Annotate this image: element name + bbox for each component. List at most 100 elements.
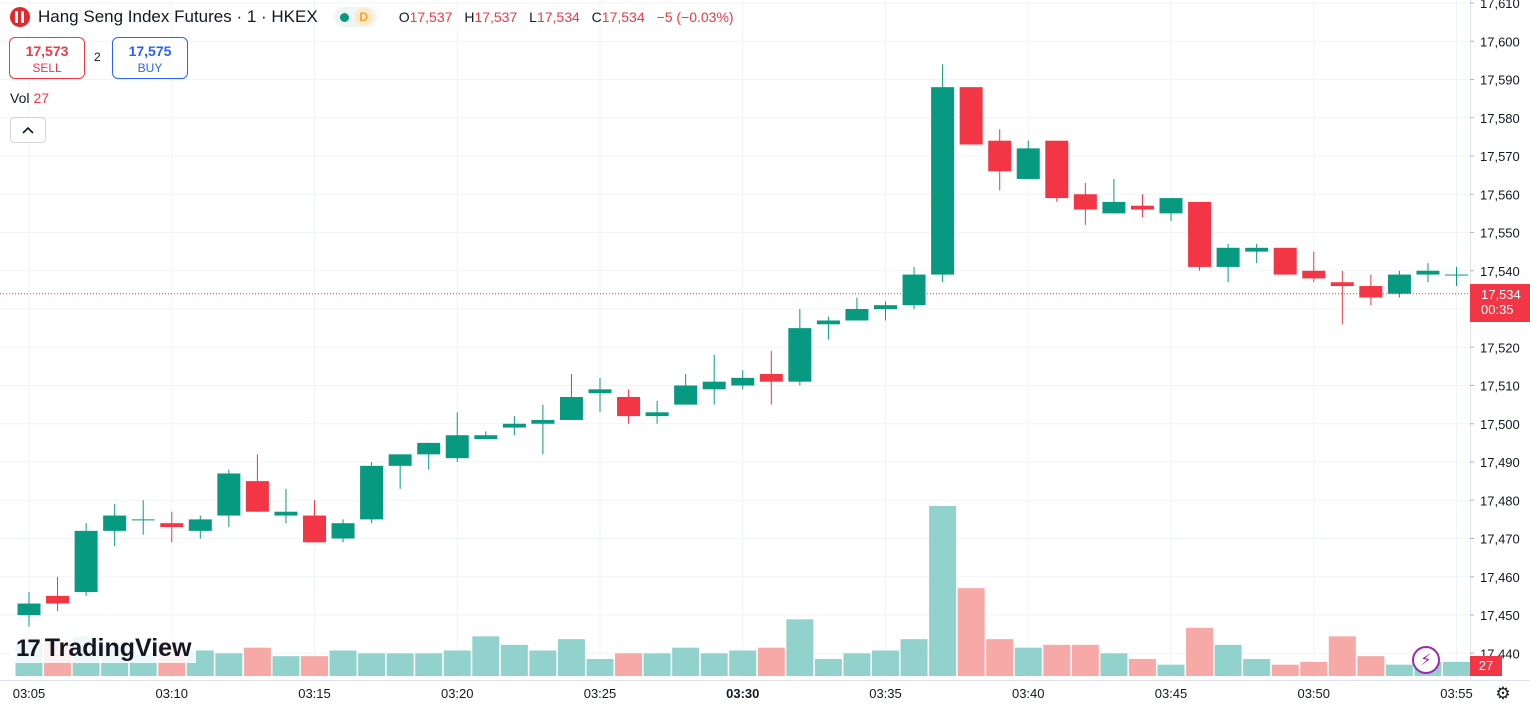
candle-body [1416,270,1440,275]
volume-bar [1357,656,1385,676]
candle-body [988,140,1012,172]
candle-body [874,305,897,309]
volume-bar [272,656,300,676]
sell-label: SELL [32,61,62,75]
volume-legend-value: 27 [33,90,50,106]
price-tick-label: 17,460 [1480,570,1520,585]
buy-label: BUY [137,61,163,75]
volume-bar [700,653,728,676]
settings-gear-icon[interactable]: ⚙ [1495,684,1511,703]
volume-bar [1328,636,1356,676]
tradingview-logo[interactable]: 17 TradingView [12,634,196,663]
bar-countdown: 00:35 [1481,302,1514,317]
buy-button[interactable]: 17,575 BUY [112,37,188,79]
volume-bar [1014,647,1042,676]
volume-bar [500,644,528,676]
price-axis[interactable]: 17,610 17,600 17,590 17,580 17,570 17,560 17,5… [1470,0,1530,705]
price-tick-label: 17,480 [1480,493,1520,508]
volume-bar [672,647,700,676]
candle-body [217,473,241,516]
candle-body [103,515,127,531]
ohlc-open-label: O [398,9,410,25]
candle-body [1245,247,1269,252]
symbol-title[interactable]: Hang Seng Index Futures · 1 · HKEX [38,7,318,26]
candle-body [788,328,812,382]
volume-bar [586,659,614,676]
price-tick-label: 17,610 [1480,0,1520,11]
volume-bar [957,588,985,676]
volume-bar [1157,664,1185,676]
tradingview-mark-icon: 17 [16,634,41,662]
volume-bar [814,659,842,676]
volume-bar [1443,661,1470,676]
volume-bar [1385,664,1413,676]
candle-body [1130,205,1154,210]
volume-bar [529,650,557,676]
candle-body [816,320,840,325]
candle-body [759,374,783,382]
candle-body [1330,282,1354,287]
candle-body [274,511,298,516]
volume-bar [1300,661,1328,676]
volume-bar [443,650,471,676]
delayed-badge: D [354,8,373,26]
volume-bar [1100,653,1128,676]
volume-bar [1071,644,1099,676]
volume-legend-label: Vol [10,90,30,106]
symbol-legend: Hang Seng Index Futures · 1 · HKEX D O17… [10,6,734,28]
time-tick-label: 03:30 [726,686,759,701]
candle-body [1159,198,1183,214]
time-tick-label: 03:10 [155,686,188,701]
spread-value: 2 [94,50,101,64]
candle-body [245,481,269,512]
candle-body [74,530,98,593]
ohlc-low-label: L [529,9,537,25]
market-status[interactable]: D [333,7,377,27]
lightning-icon[interactable]: ⚡ [1412,646,1440,674]
candle-body [160,523,184,528]
price-tick-label: 17,520 [1480,340,1520,355]
volume-bar [843,653,871,676]
candle-body [17,603,41,615]
candle-body [502,423,526,428]
ohlc-open-value: 17,537 [409,9,453,25]
candle-body [645,412,669,417]
ohlc-change: −5 (−0.03%) [656,9,734,25]
candle-body [131,519,155,521]
price-tick-label: 17,540 [1480,264,1520,279]
candle-body [1273,247,1297,275]
time-tick-label: 03:55 [1440,686,1473,701]
candle-body [1102,201,1126,214]
candle-body [588,389,612,394]
sell-price: 17,573 [25,43,69,59]
candle-body [445,435,469,459]
collapse-legend-button[interactable] [10,117,46,143]
market-open-dot-icon [339,12,349,22]
volume-bar [1043,644,1071,676]
chevron-up-icon [22,126,34,134]
candle-body [1359,286,1383,298]
time-tick-label: 03:50 [1297,686,1330,701]
price-axis-background [1470,0,1530,705]
volume-bar [929,506,957,676]
candle-body [1302,270,1326,279]
volume-legend[interactable]: Vol 27 [10,90,49,106]
hang-seng-logo-icon [10,7,30,27]
candle-body [845,309,869,321]
volume-bar [643,653,671,676]
candle-body [1073,194,1097,210]
price-tick-label: 17,490 [1480,455,1520,470]
volume-bar [615,653,643,676]
volume-bar [1186,627,1214,676]
candle-body [46,595,70,604]
time-axis[interactable]: 03:05 03:10 03:15 03:20 03:25 03:30 03:35 03:40… [0,680,1530,702]
last-price-tag: 17,534 00:35 [1470,284,1530,322]
volume-bar [243,647,271,676]
volume-bars [15,506,1499,676]
candle-body [1188,201,1212,267]
price-tick-label: 17,580 [1480,111,1520,126]
candle-body [1445,274,1468,276]
ohlc-high-value: 17,537 [474,9,518,25]
sell-button[interactable]: 17,573 SELL [9,37,85,79]
